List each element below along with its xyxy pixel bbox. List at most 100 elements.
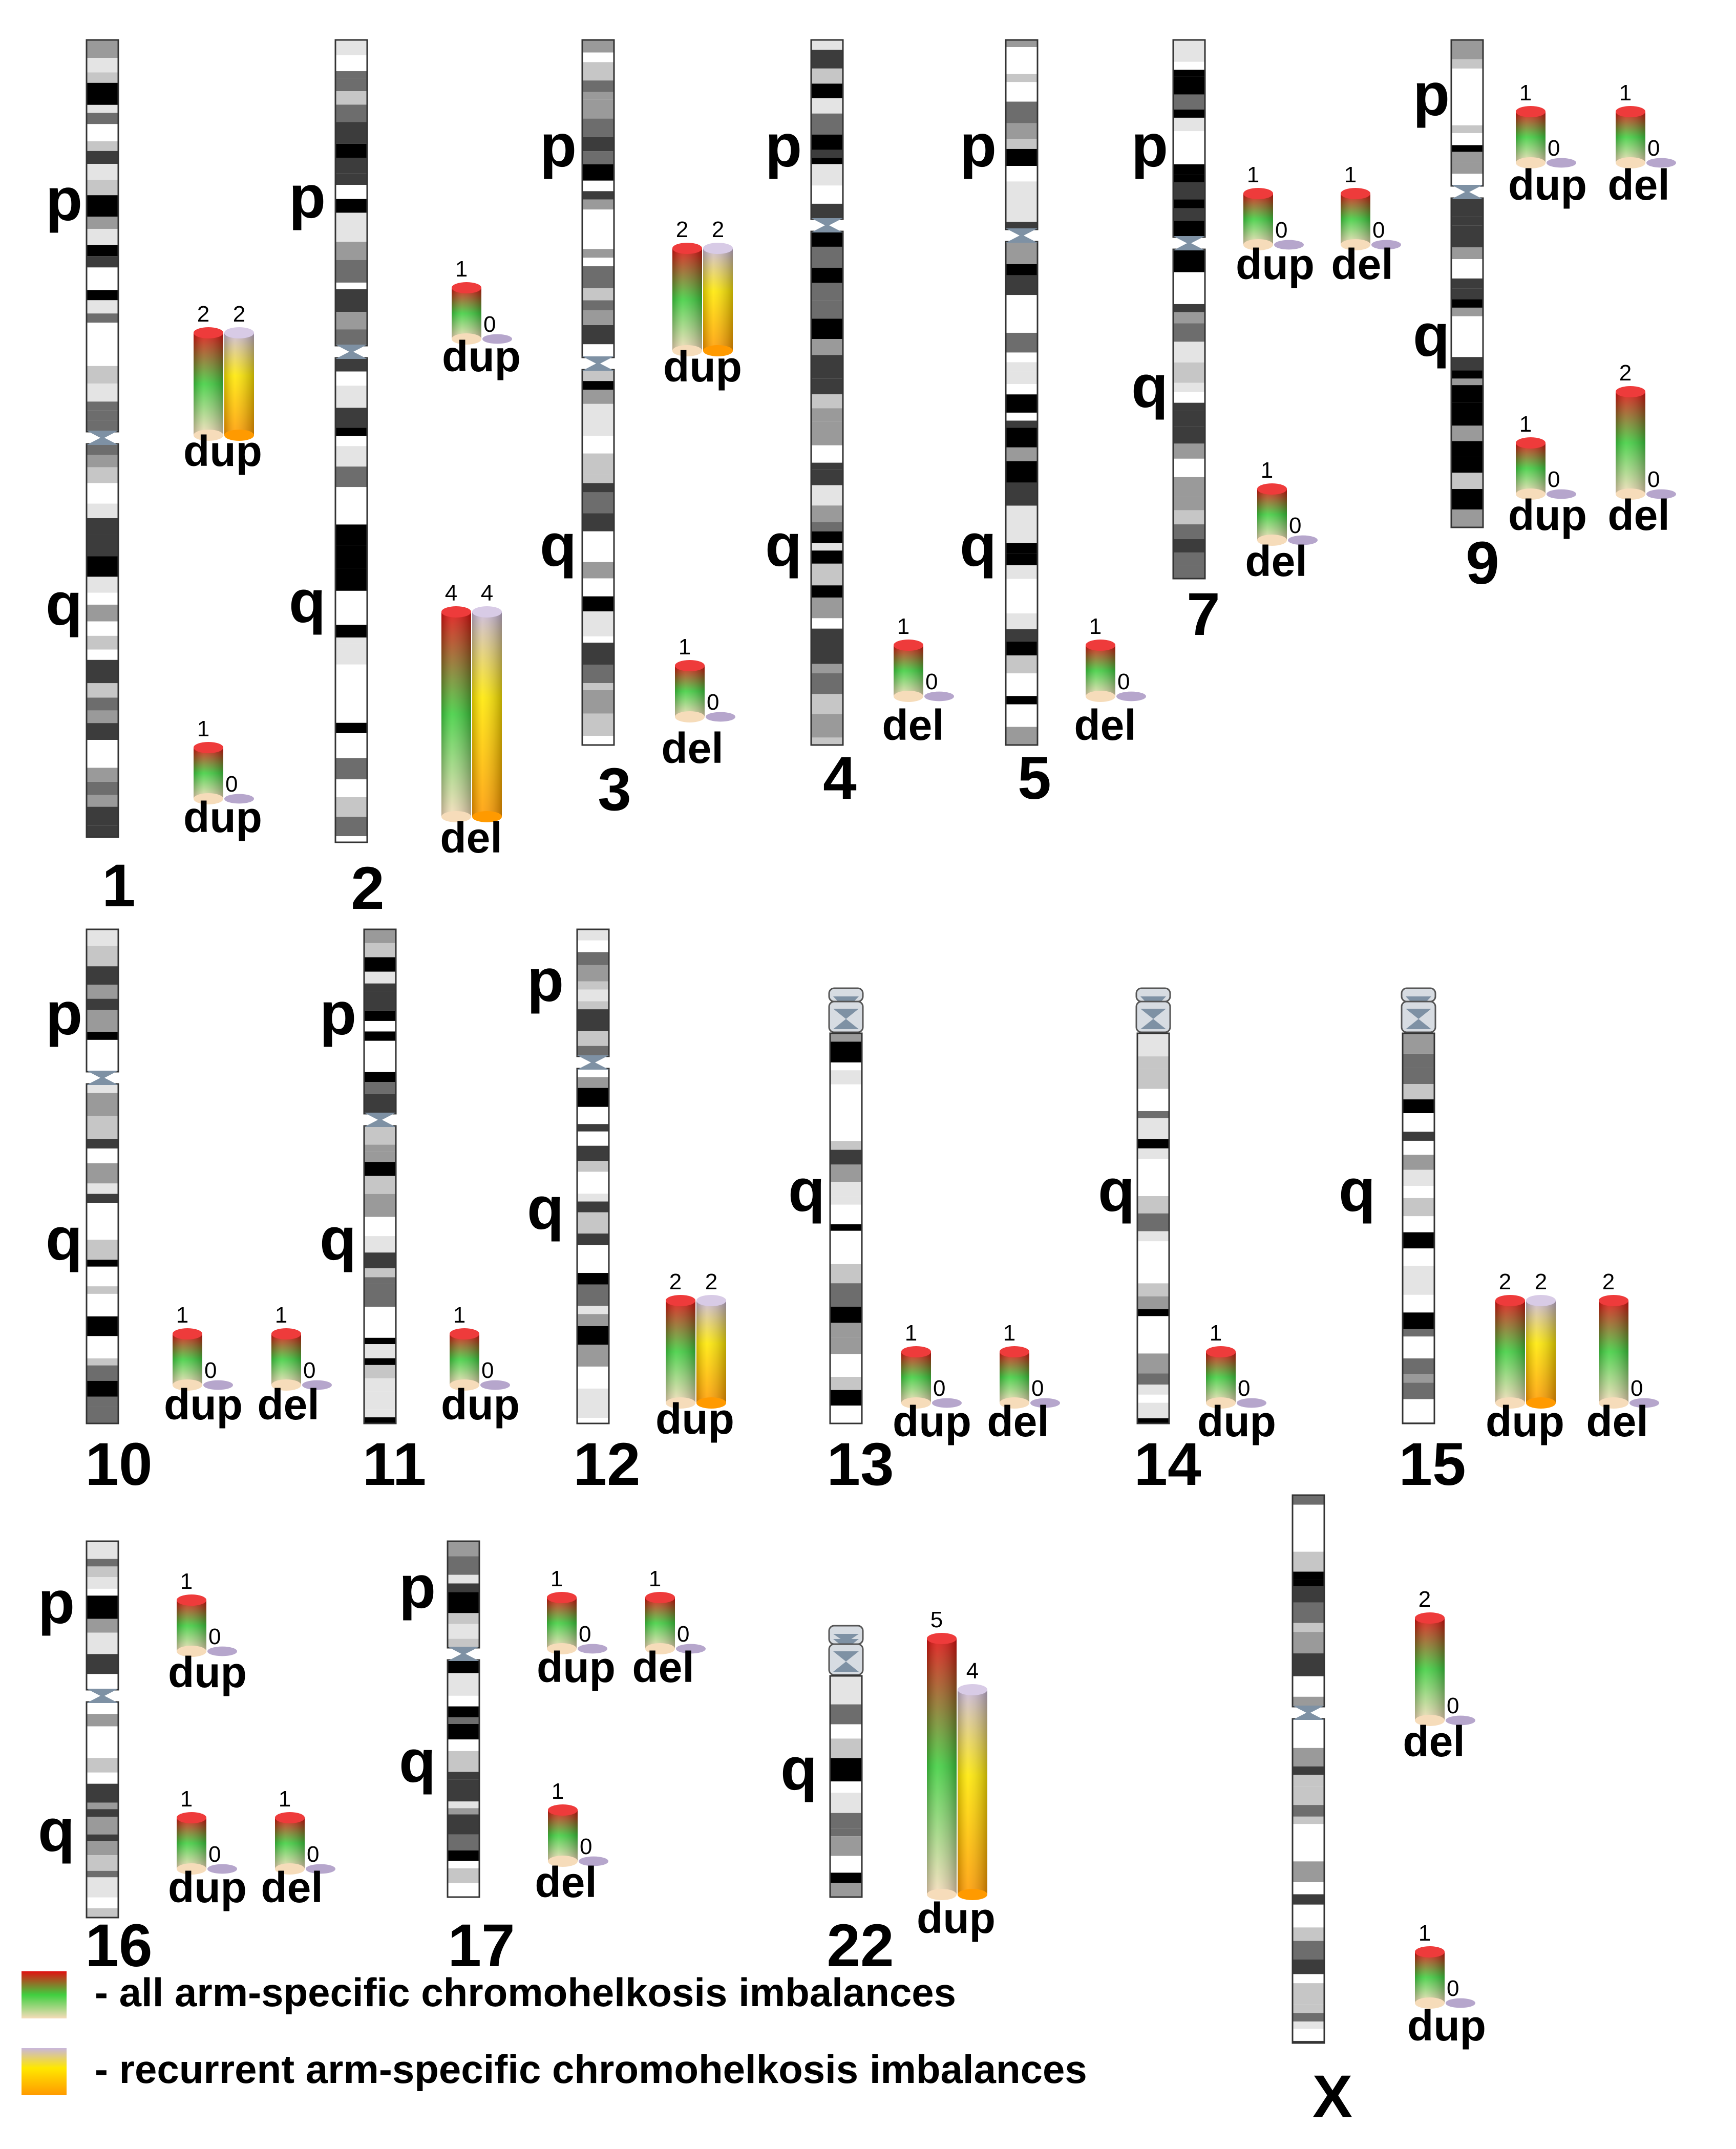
chromosome-band xyxy=(1137,1159,1169,1181)
chromosome-band xyxy=(582,52,614,62)
chromosome-arm xyxy=(447,1540,480,1649)
chromosome-1: p q 1 xyxy=(46,39,136,920)
bar-all-top xyxy=(672,243,702,254)
bar-all-top xyxy=(927,1633,957,1644)
chromosome-arm xyxy=(334,39,368,347)
bar-all xyxy=(452,282,481,345)
chromosome-number: 16 xyxy=(85,1912,152,1980)
chromosome-band xyxy=(582,636,614,643)
bar-all-bottom xyxy=(1206,1397,1236,1409)
chromosome-band xyxy=(1403,1099,1434,1114)
chromosome-band xyxy=(1006,275,1038,295)
bar-recurrent-base xyxy=(207,1646,237,1656)
chromosome-band xyxy=(577,1396,609,1418)
bar-recurrent-shading xyxy=(703,248,733,351)
chromosome-band xyxy=(87,267,118,278)
chromosome-band xyxy=(87,245,118,257)
chromosome-outline xyxy=(1136,1032,1170,1424)
chromosome-band xyxy=(87,1010,118,1032)
bar-all-top xyxy=(177,1594,206,1606)
chromosome-band xyxy=(335,779,367,797)
bar-all-shading xyxy=(1415,1618,1445,1720)
chromosome-band xyxy=(577,1009,609,1031)
chromosome-band xyxy=(830,1150,862,1165)
bar-recurrent-base xyxy=(932,1398,962,1408)
chromosome-band xyxy=(1451,288,1483,300)
bar-all-value: 1 xyxy=(1247,162,1259,187)
chromosome-band xyxy=(364,1072,396,1082)
chromosome-band xyxy=(87,697,118,711)
chromosome-band xyxy=(335,508,367,525)
chromosome-band xyxy=(1006,412,1038,421)
chromosome-band xyxy=(87,483,118,504)
chromosome-band xyxy=(830,1084,862,1094)
bar-recurrent-base xyxy=(1030,1398,1060,1408)
chromosome-band xyxy=(811,134,843,150)
imbalance-type-label: dup xyxy=(1236,240,1315,288)
chromosome-number: 13 xyxy=(827,1431,894,1498)
bar-all-shading xyxy=(1495,1301,1525,1403)
chromosome-band xyxy=(1451,59,1483,69)
chromosome-band xyxy=(830,1813,862,1829)
chromosome-band xyxy=(1006,543,1038,554)
imbalance-type-label: del xyxy=(882,701,944,749)
bar-recurrent-base xyxy=(1646,489,1676,499)
arm-label-p: p xyxy=(527,947,564,1014)
bar-recurrent-value: 0 xyxy=(677,1622,689,1647)
chromosome-band xyxy=(1137,1385,1169,1395)
chromosome-band xyxy=(1173,283,1205,304)
imbalance-type-label: del xyxy=(257,1380,319,1429)
chromosome-band xyxy=(1173,426,1205,444)
chromosome-band xyxy=(1006,505,1038,520)
chromosome-band xyxy=(87,323,118,337)
chromosome-number: 4 xyxy=(823,744,857,812)
chromosome-band xyxy=(87,806,118,826)
chromosome-band xyxy=(335,78,367,92)
chromosome-band xyxy=(1006,198,1038,222)
chromosome-band xyxy=(364,1082,396,1094)
chromosome-band xyxy=(335,436,367,446)
chromosome-arm xyxy=(1450,39,1484,187)
chromosome-band xyxy=(448,1739,479,1751)
legend-label: - all arm-specific chromohelkosis imbala… xyxy=(95,1970,956,2015)
chromosome-band xyxy=(87,313,118,323)
chromosome-band xyxy=(1451,198,1483,217)
chromosome-band xyxy=(577,1124,609,1132)
bar-all-bottom xyxy=(894,691,923,702)
bar-all-value: 1 xyxy=(1619,80,1632,105)
chromosome-band xyxy=(1293,1623,1324,1632)
chromosome-band xyxy=(87,1406,118,1423)
chromosome-band xyxy=(582,713,614,736)
arm-label-p: p xyxy=(38,1569,75,1636)
chromosome-band xyxy=(364,1277,396,1284)
chromosome-band xyxy=(1006,704,1038,727)
chromosome-arm xyxy=(576,1068,610,1424)
chromosome-band xyxy=(811,113,843,135)
chromosome-arm xyxy=(86,1083,119,1424)
imbalance-type-label: del xyxy=(1607,161,1669,209)
chromosome-centromere xyxy=(833,1651,859,1672)
chromosome-band xyxy=(87,946,118,967)
chromosome-band xyxy=(1173,362,1205,383)
chromosome-band xyxy=(87,1588,118,1596)
chromosome-band xyxy=(811,300,843,319)
arm-label-p: p xyxy=(46,980,82,1048)
chromosome-band xyxy=(582,92,614,100)
chromosome-band xyxy=(1173,524,1205,539)
chromosome-band xyxy=(335,741,367,758)
chromosome-band xyxy=(582,137,614,152)
chromosome-band xyxy=(87,1674,118,1690)
chromosome-band xyxy=(1173,208,1205,221)
imbalance-4-q-del: 1 0 del xyxy=(882,614,954,749)
bar-recurrent-base xyxy=(1116,691,1146,701)
bar-all-top xyxy=(1516,106,1546,117)
chromosome-band xyxy=(1293,2040,1324,2043)
chromosome-band xyxy=(1293,1861,1324,1882)
chromosome-band xyxy=(87,1908,118,1918)
chromosome-band xyxy=(335,242,367,260)
chromosome-band xyxy=(335,143,367,158)
chromosome-band xyxy=(811,628,843,646)
bar-all-top xyxy=(271,1328,301,1339)
